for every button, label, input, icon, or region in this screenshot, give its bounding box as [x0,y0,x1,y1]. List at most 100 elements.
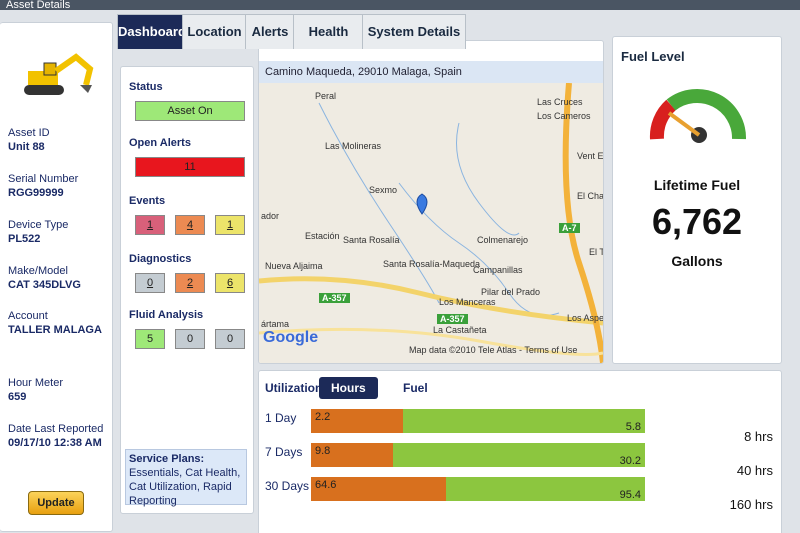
section-title: Status [129,81,163,93]
field-label: Hour Meter [8,377,64,389]
utilization-bar [311,477,446,501]
lifetime-label: Lifetime Fuel [653,177,741,193]
status-box: 11 [135,157,245,177]
bar-value: 30.2 [619,455,641,467]
row-total: 160 hrs [729,497,773,512]
status-box[interactable]: 4 [175,215,205,235]
place-label: Estación [305,231,340,241]
status-box[interactable]: 1 [135,215,165,235]
tab[interactable]: System Details [362,14,466,49]
place-label: Sexmo [369,185,398,195]
field-label: Asset ID [8,127,50,139]
service-plans-text: Essentials, Cat Health, Cat Utilization,… [129,467,241,507]
bar-value: 5.8 [625,421,641,433]
place-label: Campanillas [473,265,523,275]
place-label: Los Manceras [439,297,496,307]
section-title: Events [129,195,166,207]
field-label: Make/Model [8,265,68,277]
field-value: PL522 [8,233,41,245]
map-logo: Google [263,329,319,346]
field-label: Account [8,310,48,322]
field-label: Device Type [8,219,69,231]
place-label: Nueva Aljaima [265,261,323,271]
field-label: Serial Number [8,173,79,185]
service-plans: Service Plans: Essentials, Cat Health, C… [125,449,247,507]
utilization-tab[interactable]: Hours [319,377,378,399]
map-attribution: Map data ©2010 Tele Atlas - Terms of Use [409,345,578,355]
status-box[interactable]: 6 [215,273,245,293]
update-label: Update [37,497,75,509]
utilization-panel: Utilization: Hours Fuel 1 Day 2.2 5.8 8 hrs 7 … [258,370,782,533]
road-shield: A-7 [559,223,580,233]
map-panel: Camino Maqueda, 29010 Malaga, Spain Pera… [258,40,604,364]
place-label: Colmenarejo [477,235,529,245]
road-shield: A-357 [319,293,350,303]
row-label: 1 Day [265,411,297,425]
place-label: El Cha [577,191,604,201]
lifetime-value: 6,762 [651,201,743,242]
header-title: Asset Details [6,0,71,11]
fuel-title: Fuel Level [621,49,685,64]
field-value: CAT 345DLVG [8,279,81,291]
section-title: Fluid Analysis [129,309,204,321]
utilization-bar [311,443,393,467]
header-bar [0,0,800,10]
status-box[interactable]: 1 [215,215,245,235]
field-label: Date Last Reported [8,423,104,435]
place-label: ártama [261,319,290,329]
utilization-bar [392,443,645,467]
bar-value: 64.6 [315,479,337,491]
place-label: Los Cameros [537,111,591,121]
row-total: 8 hrs [744,429,773,444]
field-value: 659 [8,391,27,403]
place-label: Peral [315,91,337,101]
fuel-gauge [649,89,747,143]
field-value: TALLER MALAGA [8,324,102,336]
tab[interactable]: Location [182,14,247,49]
row-total: 40 hrs [736,463,773,478]
bar-value: 2.2 [315,411,331,423]
utilization-bar [445,477,645,501]
utilization-bar [402,409,645,433]
place-label: Vent El Gat [577,151,604,161]
field-value: Unit 88 [8,141,45,153]
section-title: Open Alerts [129,137,191,149]
field-value: 09/17/10 12:38 AM [8,437,102,449]
update-button[interactable]: Update [28,491,84,515]
place-label: La Castañeta [433,325,487,335]
tab[interactable]: Health [293,14,364,49]
map-address: Camino Maqueda, 29010 Malaga, Spain [259,61,603,83]
asset-icon [24,53,94,95]
status-box[interactable]: 0 [175,329,205,349]
status-box[interactable]: 5 [135,329,165,349]
tab[interactable]: Alerts [245,14,295,49]
bar-value: 9.8 [315,445,331,457]
map-canvas [259,83,603,363]
utilization-bar [311,409,403,433]
place-label: Santa Rosalía-Maqueda [383,259,481,269]
row-label: 30 Days [265,479,310,493]
status-panel: Service Plans: Essentials, Cat Health, C… [120,66,254,514]
lifetime-unit: Gallons [671,253,723,269]
place-label: Las Cruces [537,97,583,107]
place-label: Pilar del Prado [481,287,541,297]
tab[interactable]: Dashboard [117,14,186,49]
sidebar: Update Asset ID Unit 88 Serial Number RGG99… [0,22,113,532]
section-title: Diagnostics [129,253,192,265]
fuel-panel: Fuel Level Lifetime Fuel 6,762 Gallons [612,36,782,364]
status-box[interactable]: 2 [175,273,205,293]
place-label: Los Asperon [567,313,604,323]
place-label: Las Molineras [325,141,382,151]
utilization-label: Utilization: [265,381,327,395]
road-shield: A-357 [437,314,468,324]
place-label: ador [261,211,280,221]
field-value: RGG99999 [8,187,64,199]
bar-value: 95.4 [619,489,641,501]
status-box[interactable]: 0 [135,273,165,293]
utilization-tab[interactable]: Fuel [403,381,428,395]
service-plans-label: Service Plans: [129,453,205,465]
status-box[interactable]: 0 [215,329,245,349]
status-box: Asset On [135,101,245,121]
place-label: Santa Rosalía [343,235,400,245]
